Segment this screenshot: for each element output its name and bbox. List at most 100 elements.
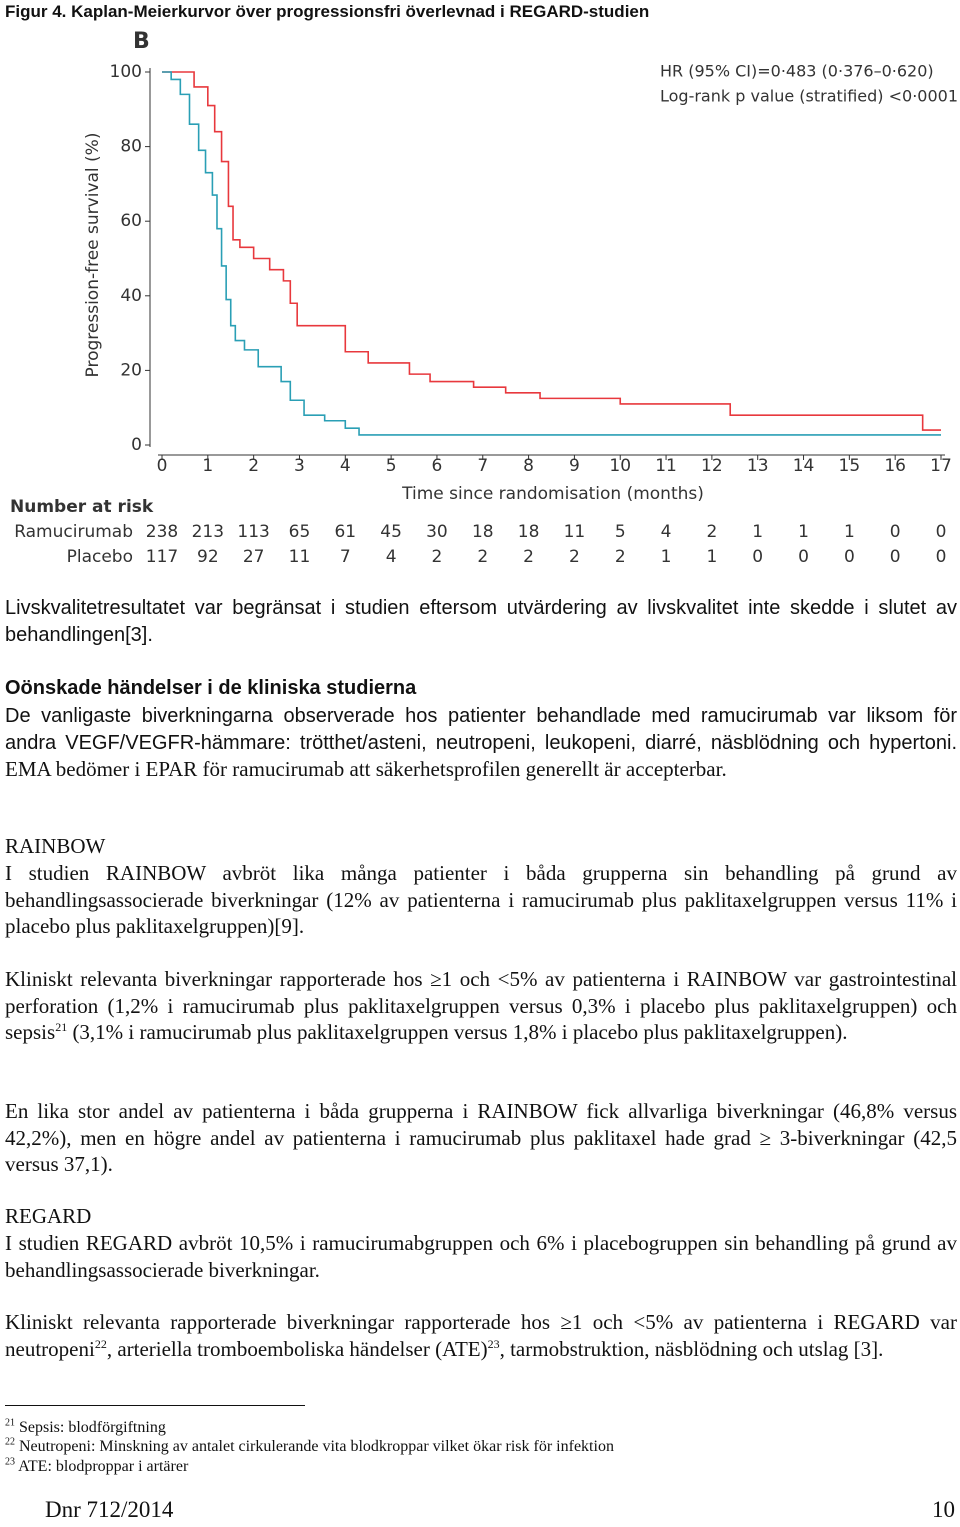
risk-count: 2	[706, 522, 717, 542]
risk-count: 0	[936, 522, 947, 542]
hr-annotation: HR (95% CI)=0·483 (0·376–0·620)	[660, 62, 934, 81]
x-tick-label: 5	[386, 456, 397, 476]
risk-count: 0	[844, 547, 855, 567]
risk-count: 92	[197, 547, 219, 567]
footnote: 21 Sepsis: blodförgiftning	[5, 1417, 166, 1437]
risk-count: 1	[798, 522, 809, 542]
footnote-ref: 21	[55, 1020, 68, 1034]
y-tick-label: 80	[120, 137, 142, 157]
y-tick-label: 20	[120, 360, 142, 380]
footnote-ref: 22	[94, 1336, 107, 1351]
footnote-text: ATE: blodproppar i artärer	[18, 1458, 189, 1475]
x-tick-label: 16	[884, 456, 906, 476]
y-tick-label: 100	[110, 62, 142, 82]
text: , arteriella tromboemboliska händelser (…	[106, 1336, 488, 1361]
risk-count: 18	[518, 522, 540, 542]
risk-row-label: Ramucirumab	[14, 522, 133, 542]
footnote-ref: 23	[487, 1336, 500, 1351]
risk-count: 2	[477, 547, 488, 567]
risk-count: 113	[237, 522, 269, 542]
x-tick-label: 6	[432, 456, 443, 476]
text: Kliniskt relevanta rapporterade biverkni…	[5, 1310, 957, 1361]
footnote-text: Sepsis: blodförgiftning	[19, 1419, 166, 1436]
y-tick-label: 40	[120, 286, 142, 306]
footnote-rule	[5, 1405, 305, 1406]
risk-row-label: Placebo	[67, 547, 133, 567]
risk-count: 18	[472, 522, 494, 542]
footnote: 22 Neutropeni: Minskning av antalet cirk…	[5, 1436, 614, 1456]
x-tick-label: 13	[747, 456, 769, 476]
text: EMA bedömer i EPAR för ramucirumab att s…	[5, 757, 727, 781]
survival-curve	[162, 71, 941, 431]
x-tick-label: 14	[793, 456, 815, 476]
logrank-annotation: Log-rank p value (stratified) <0·0001	[660, 87, 958, 106]
risk-count: 30	[426, 522, 448, 542]
x-tick-label: 2	[248, 456, 259, 476]
risk-count: 65	[289, 522, 311, 542]
risk-count: 61	[334, 522, 356, 542]
text: Kliniskt relevanta biverkningar rapporte…	[5, 967, 957, 1044]
risk-count: 4	[661, 522, 672, 542]
footnote-number: 22	[5, 1436, 15, 1448]
risk-count: 0	[890, 522, 901, 542]
risk-count: 2	[523, 547, 534, 567]
survival-curve	[162, 71, 941, 436]
risk-count: 1	[661, 547, 672, 567]
figure-caption: Figur 4. Kaplan-Meierkurvor över progres…	[5, 2, 650, 21]
risk-count: 7	[340, 547, 351, 567]
y-tick-label: 0	[131, 435, 142, 455]
risk-count: 213	[192, 522, 224, 542]
x-tick-label: 0	[157, 456, 168, 476]
x-tick-label: 4	[340, 456, 351, 476]
y-tick-label: 60	[120, 211, 142, 231]
footnote: 23 ATE: blodproppar i artärer	[5, 1456, 189, 1476]
x-tick-label: 8	[523, 456, 534, 476]
subheading: REGARD	[5, 1204, 92, 1228]
risk-count: 5	[615, 522, 626, 542]
risk-count: 27	[243, 547, 265, 567]
chart: B Progression-free survival (%) Time sin…	[10, 29, 958, 567]
risk-count: 4	[386, 547, 397, 567]
risk-count: 11	[289, 547, 311, 567]
section-heading: Oönskade händelser i de kliniska studier…	[5, 677, 417, 699]
paragraph: Livskvalitetresultatet var begränsat i s…	[5, 597, 957, 646]
paragraph: I studien REGARD avbröt 10,5% i ramuciru…	[5, 1231, 957, 1282]
risk-count: 0	[752, 547, 763, 567]
paragraph: De vanligaste biverkningarna observerade…	[5, 703, 957, 784]
x-tick-label: 7	[477, 456, 488, 476]
risk-count: 2	[569, 547, 580, 567]
risk-count: 45	[380, 522, 402, 542]
risk-count: 2	[432, 547, 443, 567]
footnote-text: Neutropeni: Minskning av antalet cirkule…	[19, 1438, 614, 1455]
text: De vanligaste biverkningarna observerade…	[5, 705, 957, 754]
risk-count: 238	[146, 522, 178, 542]
x-axis-label: Time since randomisation (months)	[401, 484, 704, 504]
x-tick-label: 1	[202, 456, 213, 476]
x-tick-label: 10	[609, 456, 631, 476]
paragraph: Kliniskt relevanta biverkningar rapporte…	[5, 966, 957, 1046]
paragraph: En lika stor andel av patienterna i båda…	[5, 1099, 957, 1176]
paragraph: I studien RAINBOW avbröt lika många pati…	[5, 861, 957, 938]
page-number: 10	[932, 1497, 955, 1522]
x-tick-label: 3	[294, 456, 305, 476]
risk-count: 0	[936, 547, 947, 567]
footnote-number: 23	[5, 1456, 15, 1468]
risk-title: Number at risk	[10, 497, 154, 517]
x-tick-label: 17	[930, 456, 952, 476]
paragraph: Kliniskt relevanta rapporterade biverkni…	[5, 1309, 957, 1362]
risk-count: 0	[890, 547, 901, 567]
risk-count: 117	[146, 547, 178, 567]
x-tick-label: 12	[701, 456, 723, 476]
y-axis-label: Progression-free survival (%)	[83, 133, 103, 378]
risk-count: 1	[844, 522, 855, 542]
x-tick-label: 15	[839, 456, 861, 476]
subheading: RAINBOW	[5, 834, 106, 858]
text: (3,1% i ramucirumab plus paklitaxelgrupp…	[67, 1020, 848, 1044]
footnote-number: 21	[5, 1417, 15, 1429]
risk-count: 0	[798, 547, 809, 567]
panel-label: B	[133, 29, 150, 54]
text: , tarmobstruktion, näsblödning och utsla…	[499, 1336, 884, 1361]
x-tick-label: 9	[569, 456, 580, 476]
risk-count: 1	[752, 522, 763, 542]
